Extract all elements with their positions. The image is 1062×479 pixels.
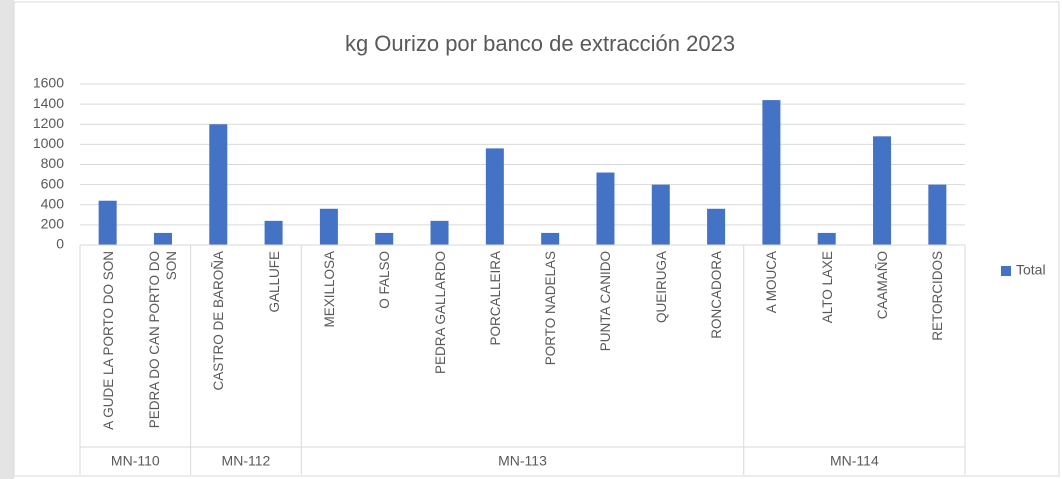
- x-tick-label: PEDRA GALLARDO: [432, 251, 448, 375]
- y-tick-label: 1200: [33, 115, 64, 131]
- bar: [541, 232, 560, 245]
- x-tick-label: ALTO LAXE: [819, 251, 835, 324]
- bar: [264, 220, 283, 245]
- y-tick-label: 800: [41, 155, 65, 171]
- y-tick-label: 1400: [33, 95, 64, 111]
- x-tick-label: PEDRA DO CAN PORTO DO SON: [146, 251, 179, 429]
- chart-title: kg Ourizo por banco de extracción 2023: [345, 31, 735, 56]
- group-label: MN-110: [111, 453, 160, 469]
- bar: [928, 184, 947, 245]
- x-tick-label: O FALSO: [376, 251, 392, 309]
- bar: [375, 232, 394, 245]
- bar: [596, 172, 615, 245]
- y-tick-label: 1000: [33, 135, 64, 151]
- group-label: MN-113: [498, 453, 547, 469]
- bar: [707, 208, 726, 245]
- bar: [153, 232, 172, 245]
- bar: [817, 232, 836, 245]
- group-label: MN-112: [222, 453, 271, 469]
- x-tick-label: PUNTA CANIDO: [597, 251, 613, 352]
- x-tick-label: MEXILLOSA: [321, 251, 337, 328]
- legend-swatch: [1001, 266, 1011, 276]
- y-tick-label: 0: [56, 236, 64, 252]
- x-tick-label: PORCALLEIRA: [487, 251, 503, 346]
- x-tick-label: GALLUFE: [266, 251, 282, 313]
- x-tick-label: CAAMAÑO: [874, 251, 890, 320]
- x-tick-label: QUEIRUGA: [653, 251, 669, 324]
- y-tick-label: 200: [41, 216, 65, 232]
- y-tick-label: 600: [41, 175, 65, 191]
- x-tick-label: RONCADORA: [708, 251, 724, 339]
- x-tick-label: A MOUCA: [763, 251, 779, 314]
- bar: [98, 200, 117, 245]
- y-tick-label: 400: [41, 195, 65, 211]
- x-tick-label: PORTO NADELAS: [542, 251, 558, 366]
- y-tick-label: 1600: [33, 75, 64, 91]
- bar: [430, 220, 449, 245]
- x-tick-label: CASTRO DE BAROÑA: [210, 251, 226, 391]
- group-label: MN-114: [830, 453, 879, 469]
- bar: [651, 184, 670, 245]
- legend-label: Total: [1016, 262, 1046, 278]
- bar: [319, 208, 338, 245]
- side-strip: [0, 0, 14, 479]
- bar: [209, 124, 228, 245]
- x-tick-label: RETORCIDOS: [929, 251, 945, 341]
- bar: [873, 136, 892, 245]
- bar: [762, 100, 781, 245]
- x-tick-label: A GUDE LA PORTO DO SON: [100, 251, 116, 430]
- bar: [485, 148, 504, 245]
